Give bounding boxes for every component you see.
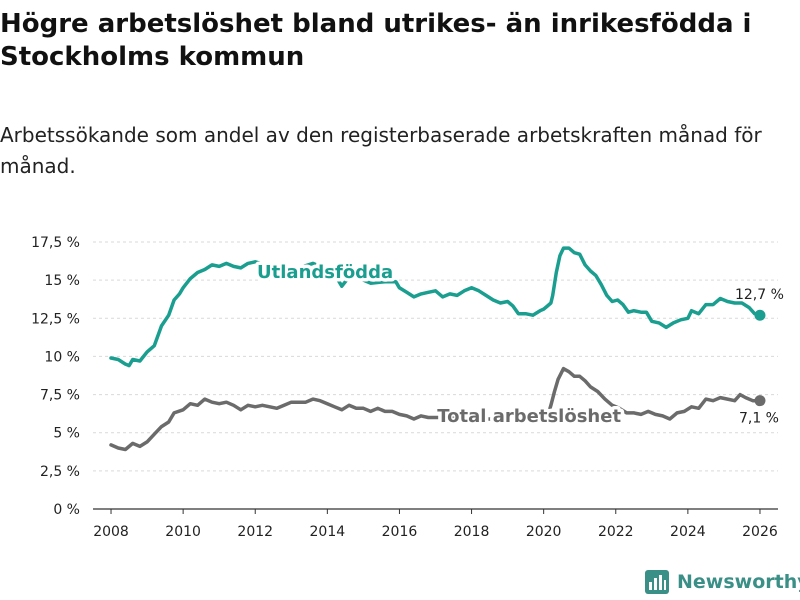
x-tick-label: 2014 [310,524,346,540]
x-tick-label: 2010 [165,524,201,540]
y-tick-label: 15 % [44,273,80,289]
x-tick-label: 2012 [237,524,273,540]
end-point-utlandsf-dda [754,309,766,321]
x-tick-label: 2024 [670,524,706,540]
chart-subtitle: Arbetssökande som andel av den registerb… [0,123,762,178]
brand-name: Newsworthy [677,571,800,593]
y-tick-label: 5 % [53,426,80,442]
end-value-label-total: 7,1 % [739,411,779,427]
x-tick-label: 2020 [526,524,562,540]
x-tick-label: 2008 [93,524,129,540]
y-gridlines [93,241,778,510]
bar-chart-logo-icon [645,570,669,594]
y-tick-label: 12,5 % [31,311,80,327]
series-line-utlandsf-dda [109,246,762,368]
y-tick-label: 10 % [44,349,80,365]
series-label-utlandsfodda: Utlandsfödda [257,262,393,283]
y-axis: 0 % 2,5 % 5 % 7,5 % 10 % 12,5 % 15 % 17,5 % [31,235,80,518]
x-tick-label: 2016 [382,524,418,540]
series-line-total-arbetsl-shet [109,366,762,452]
chart-title: Högre arbetslöshet bland utrikes- än inr… [0,9,752,72]
x-tick-label: 2018 [454,524,490,540]
x-axis: 2008 2010 2012 2014 2016 2018 2020 2022 2024 2026 [93,509,778,540]
y-tick-label: 7,5 % [40,388,80,404]
series-lines [109,246,766,452]
end-value-label-utlandsfodda: 12,7 % [735,287,784,303]
x-tick-label: 2026 [742,524,778,540]
y-tick-label: 0 % [53,502,80,518]
y-tick-label: 2,5 % [40,464,80,480]
x-tick-label: 2022 [598,524,634,540]
y-tick-label: 17,5 % [31,235,80,251]
series-label-total-arbetsloshet: Total arbetslöshet [437,406,621,427]
end-point-total-arbetsl-shet [754,395,766,407]
series-labels: Utlandsfödda Total arbetslöshet 12,7 % 7,1 … [254,258,784,430]
